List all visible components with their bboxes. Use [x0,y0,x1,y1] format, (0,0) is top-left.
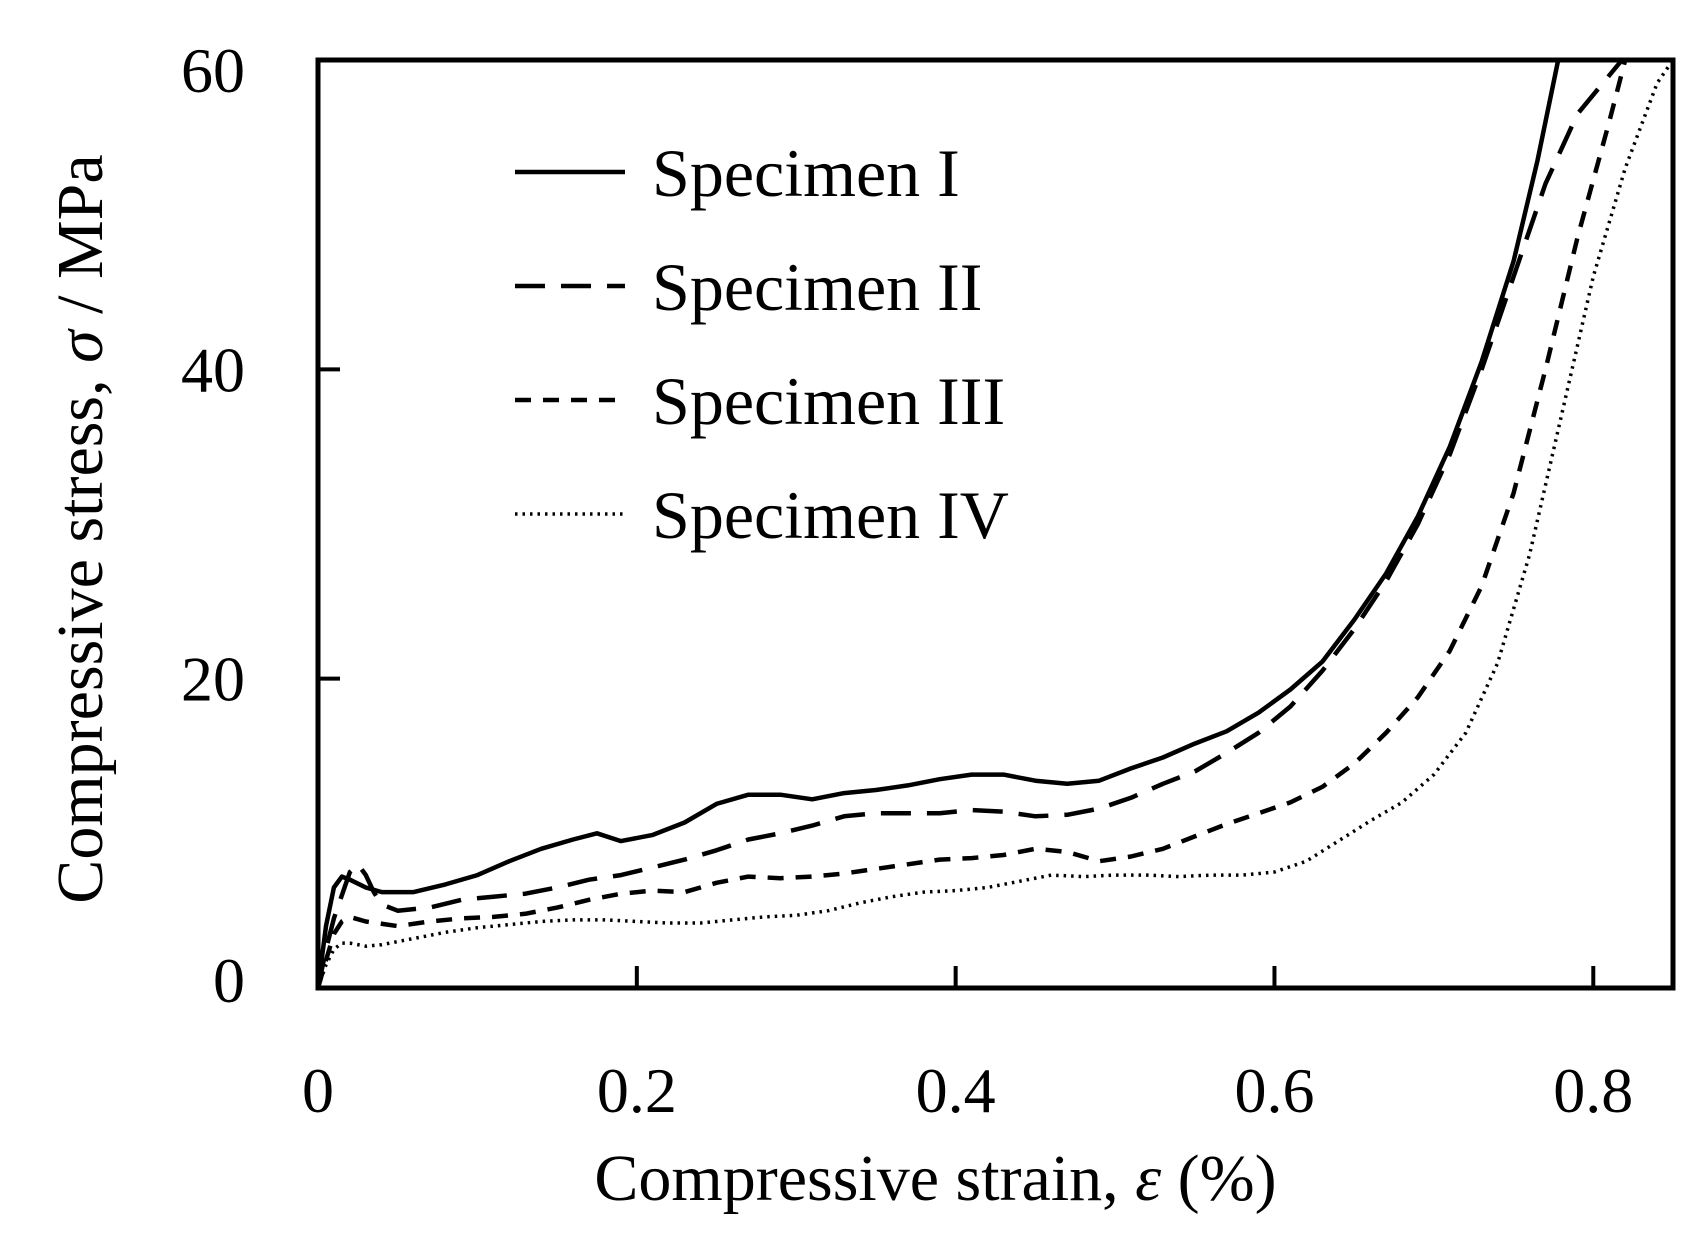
x-axis-title-symbol: ε [1135,1142,1161,1215]
x-tick-label: 0.6 [1234,1055,1314,1126]
y-axis-title-symbol: σ [44,328,117,363]
legend-label-1: Specimen I [652,135,960,211]
y-tick-label: 40 [181,334,245,405]
y-axis-title-unit: / MPa [44,154,117,330]
ticks-layer: 0 0.2 0.4 0.6 0.8 0 20 40 60 [181,35,1633,1126]
x-tick-label: 0.4 [916,1055,996,1126]
x-tick-label: 0.8 [1553,1055,1633,1126]
series-layer [318,58,1673,988]
x-axis-title: Compressive strain, ε (%) [594,1142,1276,1215]
y-tick-label: 60 [181,35,245,106]
y-tick-label: 0 [213,945,245,1016]
series-line-4 [318,59,1673,988]
series-line-1 [318,59,1561,988]
x-tick-label: 0 [302,1055,334,1126]
legend-label-2: Specimen II [652,249,982,325]
legend-label-4: Specimen IV [652,477,1009,553]
x-tick-label: 0.2 [597,1055,677,1126]
legend-label-3: Specimen III [652,363,1005,439]
y-axis-title-text: Compressive stress, [44,363,117,904]
y-axis-title: Compressive stress, σ / MPa [44,154,117,903]
legend: Specimen I Specimen II Specimen III Specime… [515,135,1009,553]
plot-frame [315,57,1676,991]
x-axis-title-text: Compressive strain, [594,1142,1135,1215]
y-tick-label: 20 [181,644,245,715]
x-axis-title-unit: (%) [1161,1142,1276,1215]
series-line-3 [318,59,1628,988]
